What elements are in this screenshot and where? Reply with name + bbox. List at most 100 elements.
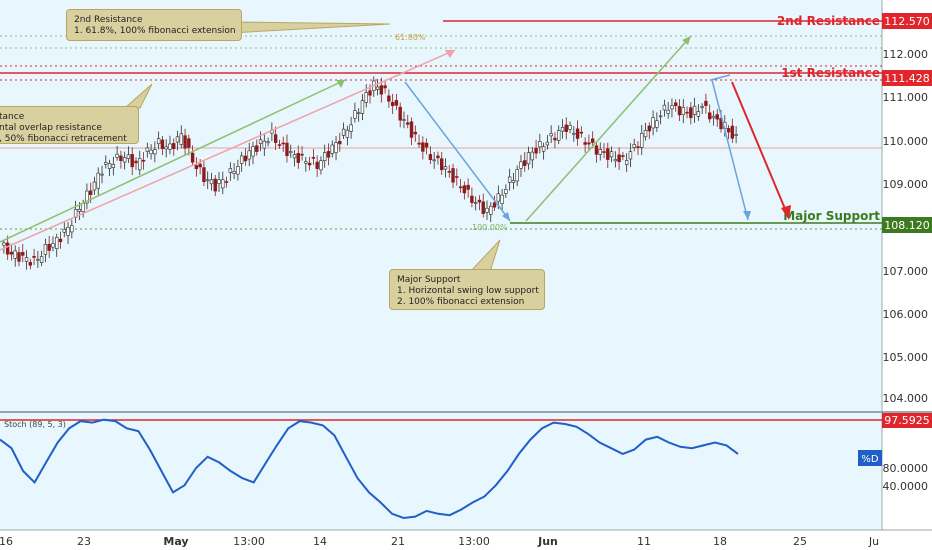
time-ticks: 16 23 May 13:00 14 21 13:00 Jun 11 18 25… (0, 535, 879, 548)
time-tick-label: 21 (391, 535, 405, 548)
callout-line: 1. Horizontal swing low support (397, 286, 539, 296)
candle-body (66, 227, 70, 236)
candle-body (145, 147, 150, 152)
candle-body (281, 142, 285, 145)
candle-body (606, 148, 610, 160)
candle-body (104, 162, 108, 165)
arrow-head-icon (336, 80, 345, 88)
candle-body (417, 142, 421, 145)
candle-body (617, 154, 621, 163)
candle-body (685, 111, 689, 114)
major-support-label: Major Support (783, 209, 880, 223)
candle-body (677, 106, 682, 116)
stoch-tick-label: 40.0000 (883, 480, 929, 493)
candle-body (360, 100, 365, 114)
candle-body (289, 151, 293, 154)
price-tick-label: 109.000 (883, 178, 929, 191)
candle-body (296, 153, 300, 163)
fib-support-label: 100.00% (472, 223, 508, 232)
candle-body (700, 106, 704, 108)
candle-body (364, 92, 368, 103)
price-ticks: 104.000 105.000 106.000 107.000 109.000 … (883, 48, 929, 405)
candle-body (107, 163, 112, 169)
price-tick-label: 111.000 (883, 91, 929, 104)
candle-body (119, 155, 123, 162)
red-projection-arrow (731, 81, 789, 217)
candle-body (92, 181, 97, 191)
time-tick-label: 18 (713, 535, 727, 548)
fib-extension-label: 61.80% (395, 33, 426, 42)
candle-body (534, 147, 538, 154)
candle-body (500, 194, 504, 204)
candle-body (88, 190, 93, 195)
candle-body (311, 157, 316, 159)
candle-body (726, 128, 731, 133)
time-tick-label: 25 (793, 535, 807, 548)
candle-body (470, 195, 474, 203)
candle-body (428, 154, 433, 161)
candle-body (232, 171, 236, 174)
candle-body (379, 85, 384, 95)
candle-body (670, 105, 674, 110)
green-fib-leg (525, 35, 692, 222)
candle-body (24, 257, 29, 262)
candle-body (160, 139, 165, 149)
candle-body (609, 151, 614, 158)
price-tick-label: 107.000 (883, 265, 929, 278)
candle-body (424, 142, 429, 148)
callout-line: Major Support (397, 275, 461, 285)
candle-body (134, 160, 138, 164)
candle-body (406, 122, 410, 125)
arrow-head-icon (743, 211, 751, 220)
candle-body (17, 252, 21, 262)
candle-body (323, 152, 327, 161)
candle-body (262, 140, 267, 149)
candle-body (100, 173, 104, 176)
candle-body (319, 160, 323, 171)
candle-body (304, 161, 308, 164)
candle-body (583, 142, 587, 145)
candle-body (164, 146, 168, 150)
candle-body (655, 120, 659, 128)
candle-body (126, 154, 131, 159)
candle-body (681, 107, 685, 116)
candle-body (658, 115, 663, 118)
price-tick-label: 106.000 (883, 308, 929, 321)
candle-body (455, 176, 459, 178)
candle-body (387, 95, 391, 102)
candle-body (458, 186, 463, 189)
stoch-d-line (0, 418, 739, 520)
candle-body (255, 145, 259, 152)
candle-body (402, 119, 406, 121)
candle-body (187, 138, 191, 148)
candle-body (696, 111, 701, 117)
candle-body (628, 151, 633, 160)
time-tick-label: 16 (0, 535, 13, 548)
candle-body (541, 146, 546, 152)
candle-body (692, 105, 697, 115)
candle-body (206, 179, 210, 182)
candle-body (579, 131, 584, 134)
candle-body (515, 169, 519, 182)
candle-body (549, 133, 553, 137)
candle-body (632, 144, 636, 148)
candle-body (39, 256, 44, 264)
candle-body (198, 163, 202, 168)
time-axis (0, 530, 932, 550)
candle-body (32, 255, 36, 258)
candle-body (194, 165, 199, 170)
stoch-value: 97.5925 (884, 414, 930, 427)
candle-body (47, 244, 51, 251)
candle-body (383, 85, 387, 89)
candle-body (326, 151, 331, 158)
candle-body (190, 152, 195, 163)
candle-body (273, 134, 278, 143)
second-resistance-value: 112.570 (884, 15, 930, 28)
candle-body (236, 166, 240, 175)
candle-body (209, 179, 214, 185)
candle-body (115, 153, 119, 158)
candle-body (228, 168, 233, 173)
candle-body (492, 202, 497, 208)
time-tick-label: 23 (77, 535, 91, 548)
